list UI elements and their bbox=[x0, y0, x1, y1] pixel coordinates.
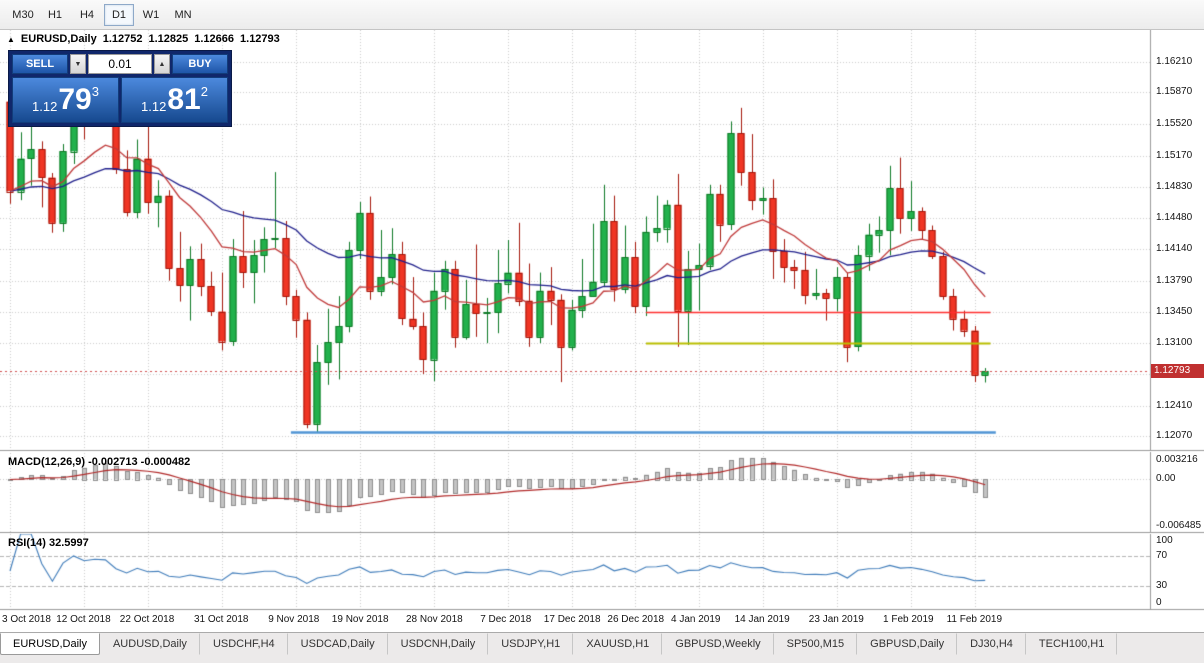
chart-tab-usdcad-daily[interactable]: USDCAD,Daily bbox=[288, 633, 388, 655]
price-axis-label: 1.16210 bbox=[1156, 55, 1193, 67]
chart-tab-sp500-m15[interactable]: SP500,M15 bbox=[774, 633, 858, 655]
chart-tab-dj30-h4[interactable]: DJ30,H4 bbox=[957, 633, 1026, 655]
one-click-top-row: SELL ▼ ▲ BUY bbox=[12, 54, 228, 74]
price-axis-label: 1.13100 bbox=[1156, 337, 1193, 349]
date-axis-label: 17 Dec 2018 bbox=[543, 614, 601, 625]
chart-tab-tech100-h1[interactable]: TECH100,H1 bbox=[1026, 633, 1118, 655]
timeframe-button-mn[interactable]: MN bbox=[168, 4, 198, 26]
price-axis-label: 1.15170 bbox=[1156, 149, 1193, 161]
sell-price-button[interactable]: 1.12 79 3 bbox=[12, 77, 119, 123]
date-axis-label: 22 Oct 2018 bbox=[119, 614, 175, 625]
price-axis-label: 1.15870 bbox=[1156, 86, 1193, 98]
chart-tab-usdcnh-daily[interactable]: USDCNH,Daily bbox=[388, 633, 489, 655]
date-axis-label: 7 Dec 2018 bbox=[480, 614, 532, 625]
chart-tab-usdjpy-h1[interactable]: USDJPY,H1 bbox=[488, 633, 574, 655]
rsi-indicator-label: RSI(14) 32.5997 bbox=[8, 537, 89, 549]
price-axis-label: 1.13450 bbox=[1156, 305, 1193, 317]
buy-big-figure: 1.12 bbox=[141, 99, 167, 114]
date-axis-label: 4 Jan 2019 bbox=[671, 614, 721, 625]
chart-marker-icon: ▲ bbox=[7, 34, 15, 44]
price-axis-label: 1.14480 bbox=[1156, 212, 1193, 224]
date-axis-label: 26 Dec 2018 bbox=[607, 614, 665, 625]
ohlc-readout: ▲ EURUSD,Daily 1.12752 1.12825 1.12666 1… bbox=[7, 33, 280, 45]
one-click-trading-panel: SELL ▼ ▲ BUY 1.12 79 3 1.12 81 2 bbox=[8, 50, 232, 127]
timeframe-button-d1[interactable]: D1 bbox=[104, 3, 134, 26]
rsi-axis-label: 70 bbox=[1156, 550, 1168, 562]
price-axis-label: 1.12410 bbox=[1156, 399, 1193, 411]
date-axis-label: 11 Feb 2019 bbox=[946, 614, 1003, 625]
macd-axis-label: 0.003216 bbox=[1156, 454, 1198, 465]
buy-button[interactable]: BUY bbox=[172, 54, 228, 74]
rsi-axis-label: 0 bbox=[1156, 597, 1162, 608]
macd-indicator-label: MACD(12,26,9) -0.002713 -0.000482 bbox=[8, 456, 191, 468]
chart-tab-gbpusd-weekly[interactable]: GBPUSD,Weekly bbox=[662, 633, 774, 655]
readout-close: 1.12793 bbox=[240, 33, 280, 45]
date-axis-label: 9 Nov 2018 bbox=[268, 614, 320, 625]
buy-point: 2 bbox=[200, 84, 208, 99]
readout-low: 1.12666 bbox=[194, 33, 235, 45]
volume-input[interactable] bbox=[88, 54, 152, 74]
volume-decrease-button[interactable]: ▼ bbox=[70, 54, 86, 74]
date-axis-label: 31 Oct 2018 bbox=[194, 614, 249, 625]
price-axis-label: 1.12070 bbox=[1156, 430, 1193, 442]
buy-price-button[interactable]: 1.12 81 2 bbox=[121, 77, 228, 123]
timeframe-toolbar: M30 H1 H4 D1 W1 MN bbox=[0, 0, 1204, 30]
current-price-tag: 1.12793 bbox=[1151, 363, 1204, 378]
chart-tabs-bar: EURUSD,Daily AUDUSD,Daily USDCHF,H4 USDCAD,… bbox=[0, 632, 1204, 663]
one-click-price-row: 1.12 79 3 1.12 81 2 bbox=[12, 77, 228, 123]
readout-open: 1.12752 bbox=[102, 33, 143, 45]
sell-button[interactable]: SELL bbox=[12, 54, 68, 74]
readout-symbol: EURUSD,Daily bbox=[20, 33, 97, 45]
price-axis-label: 1.13790 bbox=[1156, 274, 1193, 286]
chart-tab-usdchf-h4[interactable]: USDCHF,H4 bbox=[200, 633, 288, 655]
date-axis-label: 12 Oct 2018 bbox=[56, 614, 111, 625]
price-axis-label: 1.14830 bbox=[1156, 180, 1193, 192]
price-chart-canvas[interactable] bbox=[0, 30, 1204, 632]
macd-axis-label: -0.006485 bbox=[1156, 520, 1202, 531]
price-axis-label: 1.15520 bbox=[1156, 118, 1193, 130]
date-axis-label: 23 Jan 2019 bbox=[808, 614, 864, 625]
chevron-down-icon: ▼ bbox=[74, 60, 82, 68]
sell-big-figure: 1.12 bbox=[32, 99, 58, 114]
chart-tab-xauusd-h1[interactable]: XAUUSD,H1 bbox=[573, 633, 663, 655]
timeframe-button-w1[interactable]: W1 bbox=[136, 4, 166, 26]
macd-axis-label: 0.00 bbox=[1156, 473, 1176, 485]
rsi-axis-label: 30 bbox=[1156, 579, 1168, 591]
timeframe-button-h4[interactable]: H4 bbox=[72, 4, 102, 26]
date-axis-label: 3 Oct 2018 bbox=[2, 614, 51, 625]
chart-window[interactable]: ▲ EURUSD,Daily 1.12752 1.12825 1.12666 1… bbox=[0, 30, 1204, 632]
readout-high: 1.12825 bbox=[148, 33, 189, 45]
price-axis-label: 1.14140 bbox=[1156, 243, 1193, 255]
chart-tab-eurusd-daily[interactable]: EURUSD,Daily bbox=[0, 633, 100, 655]
chart-tab-audusd-daily[interactable]: AUDUSD,Daily bbox=[100, 633, 200, 655]
timeframe-button-m30[interactable]: M30 bbox=[8, 4, 38, 26]
buy-pips: 81 bbox=[167, 83, 201, 116]
date-axis-label: 14 Jan 2019 bbox=[734, 614, 790, 625]
date-axis-label: 1 Feb 2019 bbox=[883, 614, 934, 625]
date-axis-label: 28 Nov 2018 bbox=[406, 614, 463, 625]
timeframe-button-h1[interactable]: H1 bbox=[40, 4, 70, 26]
date-axis-label: 19 Nov 2018 bbox=[331, 614, 389, 625]
sell-point: 3 bbox=[91, 84, 99, 99]
volume-increase-button[interactable]: ▲ bbox=[154, 54, 170, 74]
chevron-up-icon: ▲ bbox=[158, 60, 166, 68]
chart-tab-gbpusd-daily[interactable]: GBPUSD,Daily bbox=[857, 633, 958, 655]
rsi-axis-label: 100 bbox=[1156, 535, 1173, 546]
sell-pips: 79 bbox=[58, 83, 92, 116]
